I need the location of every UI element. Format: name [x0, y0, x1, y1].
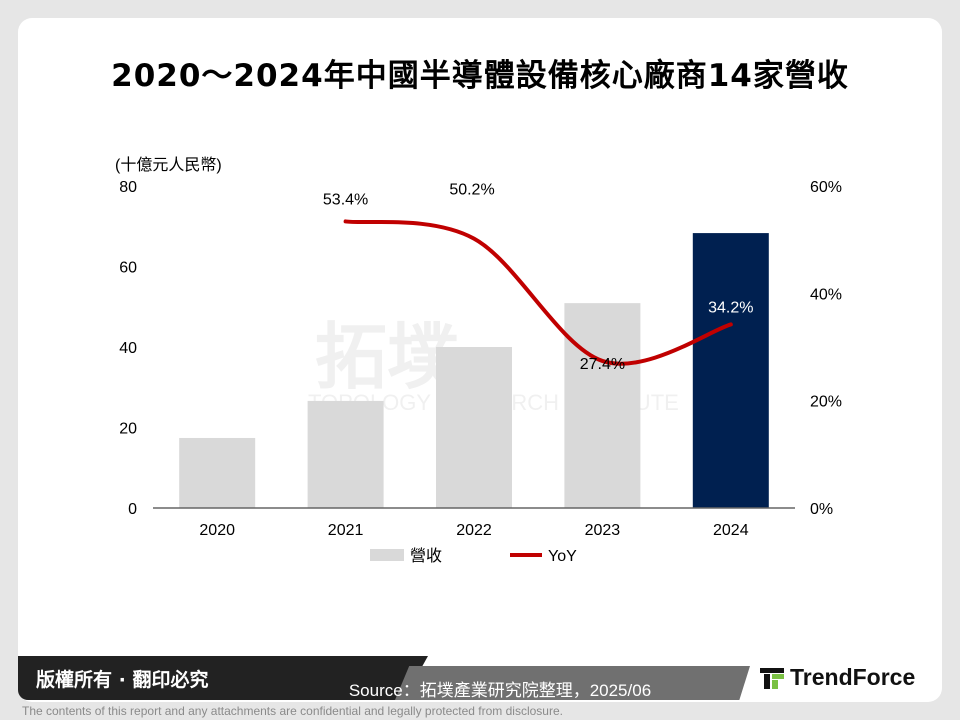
source-banner — [395, 666, 750, 700]
y2-tick-label: 40% — [810, 286, 842, 303]
yoy-line — [343, 219, 733, 366]
x-tick-label: 2020 — [199, 522, 235, 539]
bar-2023 — [564, 303, 641, 508]
trendforce-logo-text: TrendForce — [790, 664, 916, 690]
copyright-banner: 版權所有 · 翻印必究 — [18, 656, 428, 700]
chart-title: 2020～2024年中國半導體設備核心廠商14家營收 — [111, 58, 849, 94]
x-tick-label: 2024 — [713, 522, 749, 539]
x-tick-label: 2022 — [456, 522, 492, 539]
y2-tick-label: 20% — [810, 394, 842, 411]
y-tick-label: 20 — [119, 421, 137, 438]
bar-2024 — [692, 233, 769, 508]
y-tick-label: 60 — [119, 260, 137, 277]
source-text: Source：拓墣產業研究院整理，2025/06 — [348, 681, 652, 700]
bar-2021 — [307, 400, 384, 508]
y-tick-label: 0 — [128, 501, 137, 518]
y-tick-label: 40 — [119, 340, 137, 357]
trendforce-logo: TrendForce — [760, 664, 915, 691]
legend-label-line: YoY — [548, 548, 577, 565]
yoy-data-label: 50.2% — [449, 182, 494, 199]
yoy-data-label: 53.4% — [323, 191, 368, 208]
yoy-data-label: 34.2% — [708, 299, 753, 316]
x-tick-label: 2021 — [328, 522, 364, 539]
chart: (十億元人民幣) 拓墣 TOPOLOGY RESEARCH INSTITUTE … — [115, 156, 842, 565]
legend-swatch-bar — [370, 549, 404, 561]
trendforce-logo-icon — [760, 667, 784, 689]
bar-2022 — [436, 347, 512, 508]
bar-2020 — [179, 437, 256, 508]
copyright-text: 版權所有 · 翻印必究 — [36, 669, 209, 691]
y2-tick-label: 60% — [810, 179, 842, 196]
yoy-data-label: 27.4% — [580, 356, 625, 373]
disclaimer: The contents of this report and any atta… — [22, 704, 563, 718]
x-tick-label: 2023 — [585, 522, 621, 539]
y-axis-label: (十億元人民幣) — [115, 156, 222, 174]
legend-label-bar: 營收 — [410, 547, 442, 565]
watermark-cn: 拓墣 — [315, 318, 459, 398]
y2-tick-label: 0% — [810, 501, 833, 518]
y-tick-label: 80 — [119, 179, 137, 196]
